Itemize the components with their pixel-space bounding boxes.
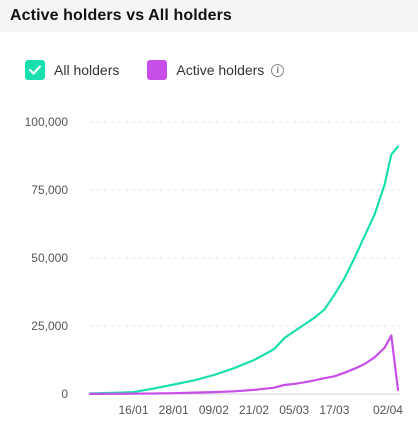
checkmark-icon[interactable] xyxy=(25,60,45,80)
y-tick-label: 100,000 xyxy=(25,115,69,129)
info-icon[interactable]: i xyxy=(271,63,285,77)
page-title: Active holders vs All holders xyxy=(10,7,232,24)
legend-item-active-holders[interactable]: Active holders i xyxy=(147,60,285,80)
legend-item-all-holders[interactable]: All holders xyxy=(25,60,119,80)
chart-header: Active holders vs All holders xyxy=(0,0,418,32)
x-tick-label: 28/01 xyxy=(159,403,189,417)
series-line-all-holders xyxy=(88,145,400,395)
x-tick-label: 16/01 xyxy=(119,403,149,417)
x-tick-label: 05/03 xyxy=(279,403,309,417)
y-tick-label: 75,000 xyxy=(31,183,68,197)
line-chart: 100,000 75,000 50,000 25,000 0 16/01 28/01 09/0… xyxy=(25,115,404,417)
x-tick-label: 17/03 xyxy=(319,403,349,417)
y-tick-label: 50,000 xyxy=(31,251,68,265)
legend-label: Active holders xyxy=(176,62,265,78)
y-tick-label: 0 xyxy=(61,387,68,401)
y-tick-label: 25,000 xyxy=(31,319,68,333)
legend-label: All holders xyxy=(54,62,120,78)
x-tick-label: 09/02 xyxy=(199,403,229,417)
chart-legend: All holders Active holders i xyxy=(25,60,312,80)
legend-swatch-icon[interactable] xyxy=(147,60,168,80)
x-tick-label: 02/04 xyxy=(373,403,403,417)
series-line-active-holders xyxy=(88,334,400,395)
x-tick-label: 21/02 xyxy=(239,403,269,417)
